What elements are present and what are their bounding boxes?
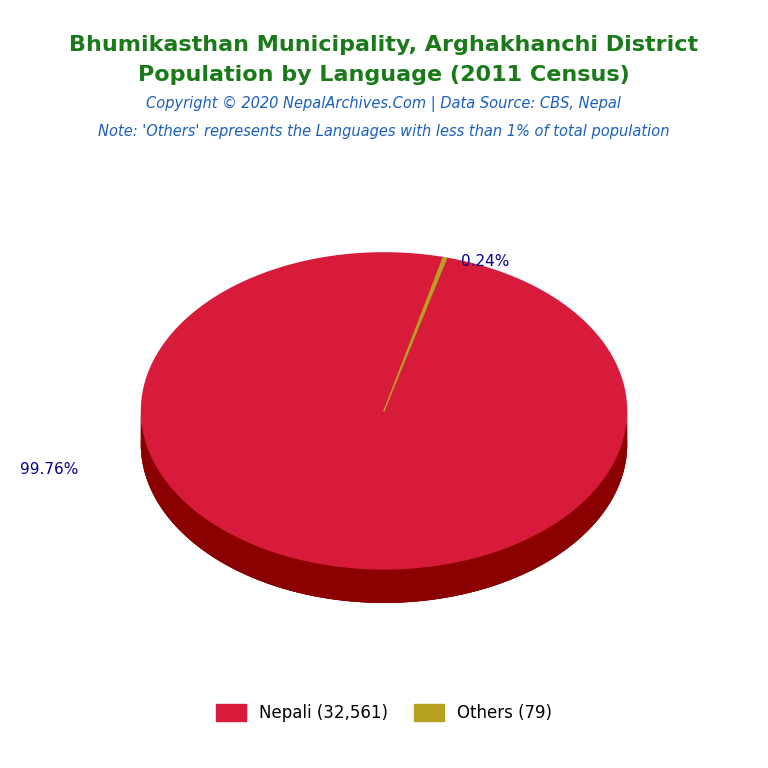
Polygon shape: [141, 252, 627, 570]
Text: 0.24%: 0.24%: [462, 254, 510, 270]
Legend: Nepali (32,561), Others (79): Nepali (32,561), Others (79): [210, 697, 558, 729]
Text: Copyright © 2020 NepalArchives.Com | Data Source: CBS, Nepal: Copyright © 2020 NepalArchives.Com | Dat…: [147, 96, 621, 112]
Polygon shape: [141, 411, 627, 603]
Polygon shape: [141, 411, 627, 603]
Polygon shape: [384, 257, 447, 411]
Text: Population by Language (2011 Census): Population by Language (2011 Census): [138, 65, 630, 85]
Text: 99.76%: 99.76%: [21, 462, 79, 477]
Text: Bhumikasthan Municipality, Arghakhanchi District: Bhumikasthan Municipality, Arghakhanchi …: [69, 35, 699, 55]
Polygon shape: [141, 286, 627, 603]
Text: Note: 'Others' represents the Languages with less than 1% of total population: Note: 'Others' represents the Languages …: [98, 124, 670, 140]
